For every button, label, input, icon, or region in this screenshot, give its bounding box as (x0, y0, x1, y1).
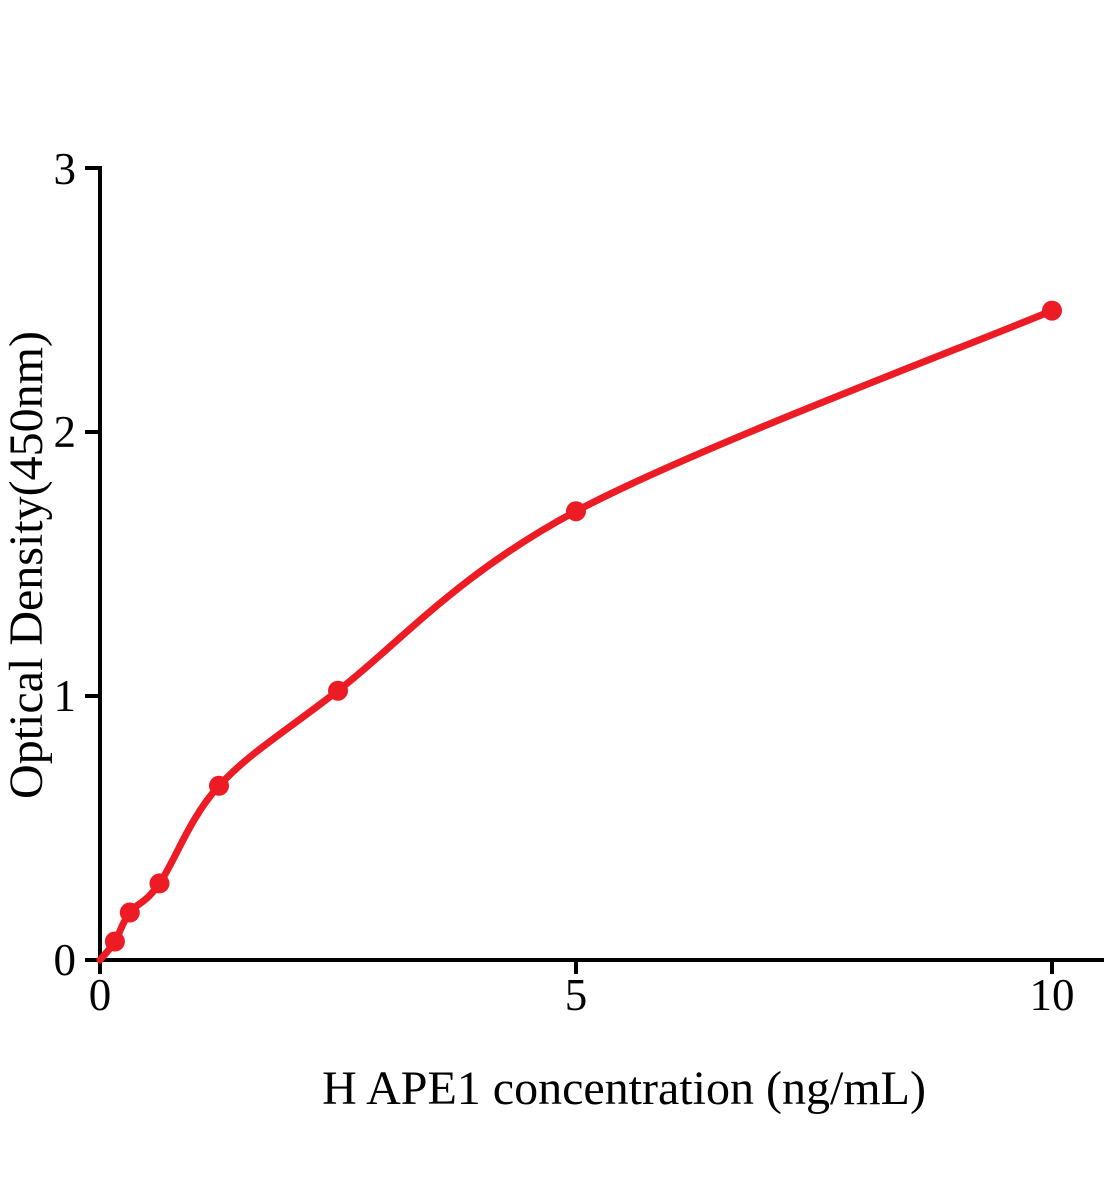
y-tick-label: 0 (54, 935, 77, 985)
data-point-marker (328, 680, 348, 701)
x-axis-title: H APE1 concentration (ng/mL) (322, 1062, 926, 1115)
y-tick-label: 2 (54, 407, 77, 457)
data-point-marker (149, 873, 170, 894)
x-tick-label: 10 (1030, 970, 1075, 1020)
data-point-marker (209, 775, 229, 796)
data-point-marker (119, 902, 140, 923)
fit-curve (96, 307, 1056, 964)
data-point-marker (566, 501, 586, 522)
data-point-marker (104, 931, 125, 952)
y-tick-label: 1 (54, 671, 77, 721)
y-axis-title: Optical Density(450nm) (0, 331, 53, 799)
data-points-group (104, 300, 1062, 952)
y-tick-label: 3 (54, 144, 77, 194)
x-tick-label: 5 (565, 970, 588, 1020)
data-point-marker (1042, 300, 1062, 321)
x-tick-label: 0 (89, 970, 112, 1020)
